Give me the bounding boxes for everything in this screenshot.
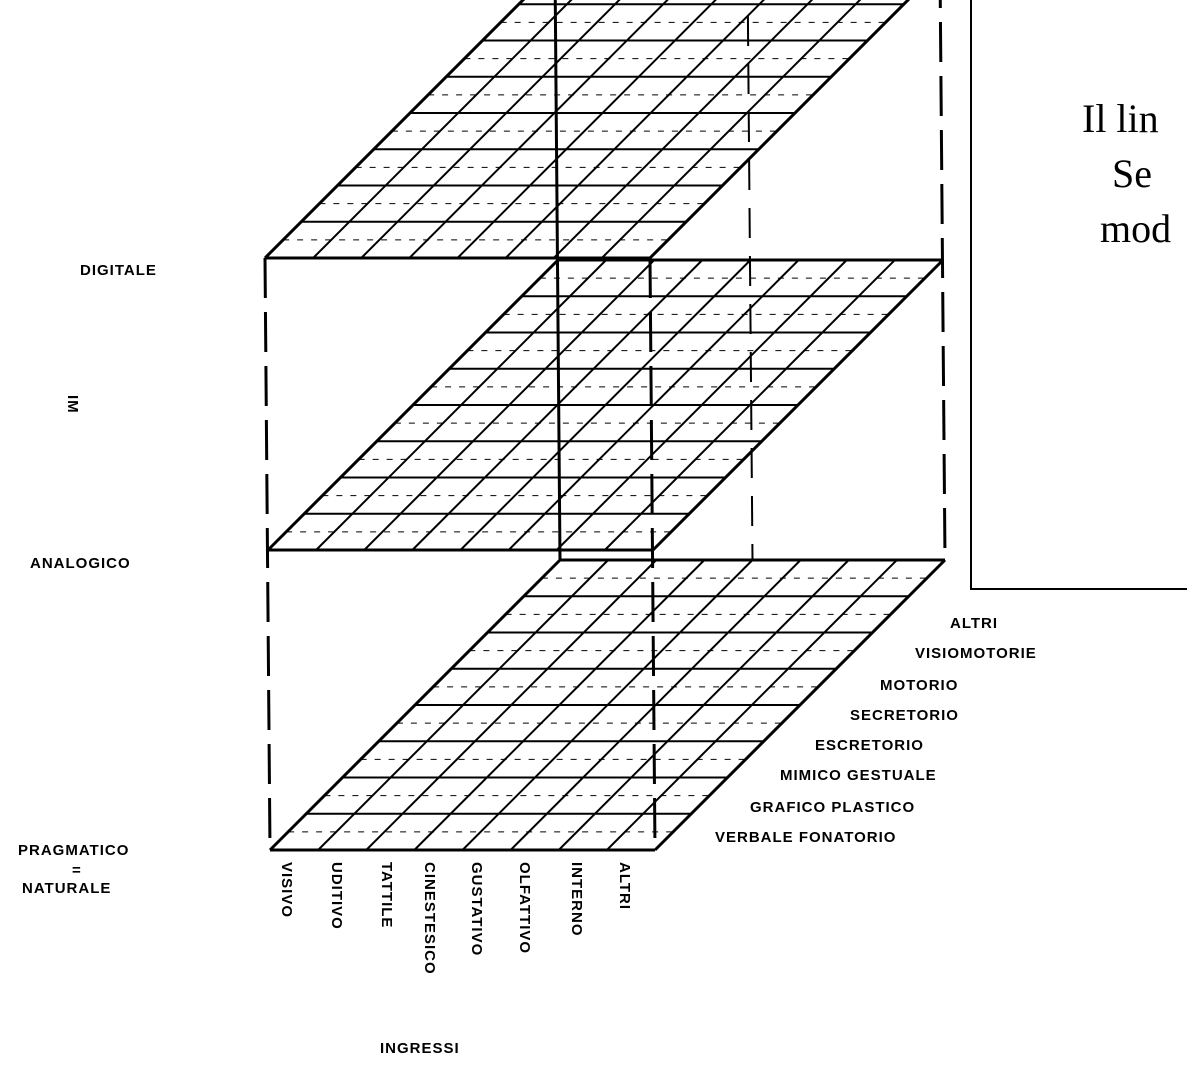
grid-column-line: [648, 0, 911, 260]
grid-column-line: [360, 0, 621, 259]
cube-vertical-edge: [553, 0, 562, 561]
callout-line-3: mod: [1100, 206, 1172, 251]
grid-column-line: [459, 259, 752, 551]
grid-column-line: [408, 0, 669, 259]
grid-column-line: [363, 259, 655, 551]
level-pragmatico: PRAGMATICO: [18, 842, 129, 859]
grid-column-line: [413, 559, 706, 851]
code-label-motorio: MOTORIO: [880, 677, 958, 694]
code-label-grafico-plastico: GRAFICO PLASTICO: [750, 799, 915, 816]
grid-column-line: [509, 559, 802, 851]
sense-label-interno: INTERNO: [568, 862, 585, 937]
sense-label-uditivo: UDITIVO: [328, 862, 345, 930]
code-label-altri: ALTRI: [950, 615, 998, 632]
grid-column-line: [461, 559, 754, 851]
level-digitale: DIGITALE: [80, 262, 157, 279]
plane-analogico: [266, 258, 945, 552]
level-naturale: NATURALE: [22, 880, 111, 897]
callout-line-1: Il lin: [1082, 96, 1159, 141]
level-separator: =: [72, 862, 82, 879]
grid-column-line: [312, 0, 573, 259]
senses-title: INGRESSI: [380, 1040, 460, 1057]
sense-label-olfattivo: OLFATTIVO: [516, 862, 533, 954]
grid-column-line: [266, 258, 560, 552]
plane-digitale: [263, 0, 911, 260]
sense-label-altri: ALTRI: [616, 862, 633, 910]
grid-column-line: [651, 258, 945, 552]
grid-column-line: [601, 0, 862, 259]
grid-column-line: [553, 0, 814, 259]
text-callout-box: Il lin Se mod: [970, 0, 1187, 590]
cube-vertical-edge: [263, 257, 272, 851]
cube-vertical-edge: [938, 0, 947, 561]
sense-label-cinestesico: CINESTESICO: [421, 862, 438, 975]
level-analogico: ANALOGICO: [30, 555, 131, 572]
sense-label-tattile: TATTILE: [378, 862, 395, 928]
grid-column-line: [317, 559, 609, 851]
code-label-verbale-fonatorio: VERBALE FONATORIO: [715, 829, 896, 846]
grid-column-line: [558, 559, 850, 851]
cube-vertical-edge: [648, 257, 657, 851]
code-label-mimico-gestuale: MIMICO GESTUALE: [780, 767, 937, 784]
grid-column-line: [365, 559, 657, 851]
code-label-visiomotorie: VISIOMOTORIE: [915, 645, 1037, 662]
grid-column-line: [556, 259, 848, 551]
axis-letters: IM: [64, 395, 81, 414]
plane-pragmatico: [268, 558, 947, 852]
cube-inner-edge: [746, 0, 754, 561]
callout-line-2: Se: [1112, 151, 1152, 196]
grid-column-line: [653, 558, 947, 852]
code-label-escretorio: ESCRETORIO: [815, 737, 924, 754]
grid-column-line: [268, 558, 562, 852]
sense-label-visivo: VISIVO: [278, 862, 295, 918]
code-label-secretorio: SECRETORIO: [850, 707, 959, 724]
grid-column-line: [504, 0, 766, 259]
grid-column-line: [456, 0, 717, 259]
grid-column-line: [263, 0, 526, 260]
sense-label-gustativo: GUSTATIVO: [468, 862, 485, 956]
